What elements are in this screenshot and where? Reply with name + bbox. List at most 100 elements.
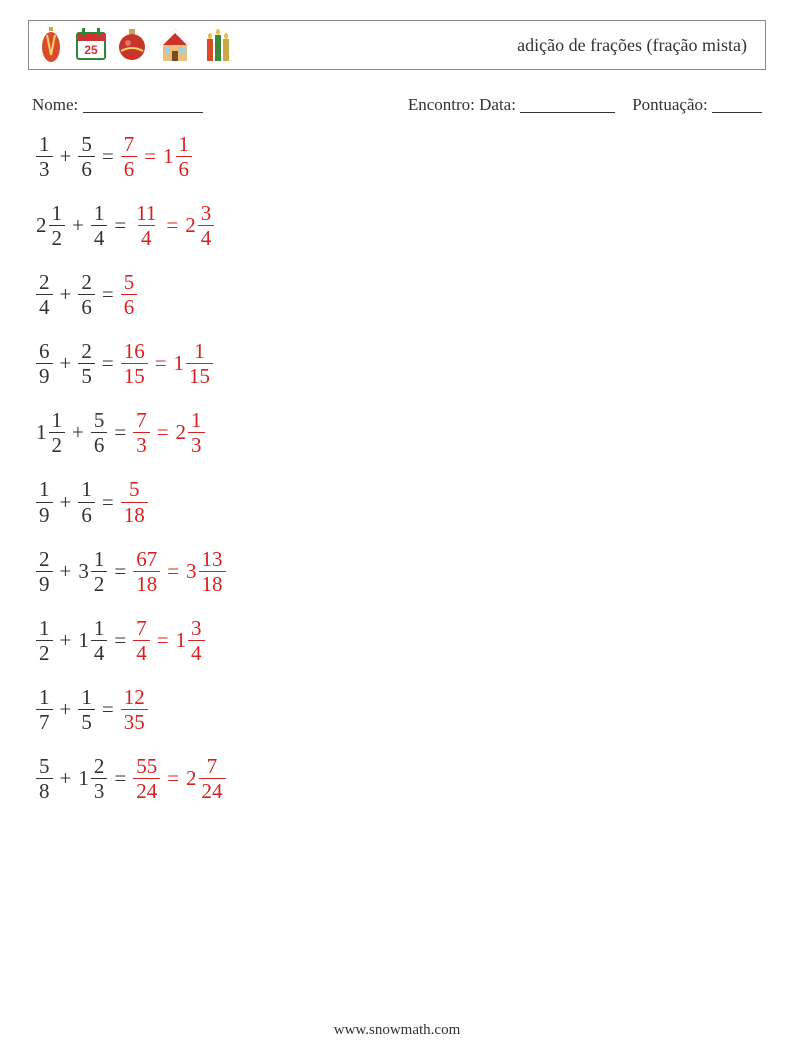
- answer-improper: 114: [133, 202, 159, 249]
- denominator: 2: [49, 225, 66, 249]
- whole-part: 1: [78, 766, 91, 791]
- fraction: 14: [91, 617, 108, 664]
- fraction: 518: [121, 478, 148, 525]
- numerator: 5: [126, 478, 143, 501]
- denominator: 35: [121, 709, 148, 733]
- numerator: 7: [121, 133, 138, 156]
- numerator: 7: [133, 617, 150, 640]
- answer-mixed: 234: [185, 202, 214, 249]
- denominator: 6: [91, 432, 108, 456]
- answer-mixed: 1115: [174, 340, 214, 387]
- equals-sign: =: [95, 351, 121, 376]
- numerator: 1: [176, 133, 193, 156]
- numerator: 11: [133, 202, 159, 225]
- equals-sign: =: [150, 628, 176, 653]
- fraction: 114: [133, 202, 159, 249]
- denominator: 18: [121, 502, 148, 526]
- fraction: 724: [199, 755, 226, 802]
- problem-row: 12+114=74=134: [36, 617, 766, 664]
- numerator: 1: [91, 202, 108, 225]
- numerator: 7: [133, 409, 150, 432]
- problem-row: 69+25=1615=1115: [36, 340, 766, 387]
- plus-sign: +: [53, 766, 79, 791]
- denominator: 18: [133, 571, 160, 595]
- numerator: 1: [78, 478, 95, 501]
- numerator: 2: [91, 755, 108, 778]
- denominator: 3: [36, 156, 53, 180]
- fraction: 34: [188, 617, 205, 664]
- numerator: 5: [36, 755, 53, 778]
- numerator: 6: [36, 340, 53, 363]
- fraction: 25: [78, 340, 95, 387]
- fraction: 73: [133, 409, 150, 456]
- denominator: 15: [186, 363, 213, 387]
- whole-part: 1: [163, 144, 176, 169]
- denominator: 2: [91, 571, 108, 595]
- denominator: 3: [188, 432, 205, 456]
- numerator: 12: [121, 686, 148, 709]
- denominator: 6: [121, 156, 138, 180]
- plus-sign: +: [65, 213, 91, 238]
- equals-sign: =: [160, 559, 186, 584]
- answer-improper: 5524: [133, 755, 160, 802]
- equals-sign: =: [150, 420, 176, 445]
- equals-sign: =: [107, 766, 133, 791]
- numerator: 16: [121, 340, 148, 363]
- answer-mixed: 116: [163, 133, 192, 180]
- numerator: 3: [198, 202, 215, 225]
- numerator: 1: [36, 478, 53, 501]
- fraction: 24: [36, 271, 53, 318]
- fraction: 12: [91, 548, 108, 595]
- score-blank[interactable]: [712, 95, 762, 113]
- numerator: 1: [78, 686, 95, 709]
- fraction: 1235: [121, 686, 148, 733]
- denominator: 9: [36, 502, 53, 526]
- answer-improper: 1235: [121, 686, 148, 733]
- fraction: 5524: [133, 755, 160, 802]
- problem-row: 58+123=5524=2724: [36, 755, 766, 802]
- denominator: 4: [133, 640, 150, 664]
- whole-part: 2: [36, 213, 49, 238]
- fraction: 13: [188, 409, 205, 456]
- denominator: 4: [91, 640, 108, 664]
- score-label: Pontuação:: [632, 95, 708, 114]
- denominator: 6: [78, 156, 95, 180]
- encounter-field: Encontro: Data: Pontuação:: [408, 92, 762, 115]
- answer-improper: 518: [121, 478, 148, 525]
- problem-row: 212+14=114=234: [36, 202, 766, 249]
- denominator: 6: [121, 294, 138, 318]
- numerator: 1: [36, 617, 53, 640]
- answer-improper: 6718: [133, 548, 160, 595]
- numerator: 1: [49, 409, 66, 432]
- name-blank[interactable]: [83, 95, 203, 113]
- fraction: 1318: [199, 548, 226, 595]
- numerator: 2: [36, 548, 53, 571]
- denominator: 4: [198, 225, 215, 249]
- denominator: 24: [199, 778, 226, 802]
- denominator: 24: [133, 778, 160, 802]
- fraction: 56: [121, 271, 138, 318]
- svg-text:25: 25: [84, 43, 98, 57]
- fraction: 19: [36, 478, 53, 525]
- numerator: 55: [133, 755, 160, 778]
- problem-row: 29+312=6718=31318: [36, 548, 766, 595]
- footer-url: www.snowmath.com: [0, 1022, 794, 1039]
- denominator: 8: [36, 778, 53, 802]
- equals-sign: =: [95, 697, 121, 722]
- denominator: 2: [49, 432, 66, 456]
- answer-mixed: 213: [176, 409, 205, 456]
- equals-sign: =: [95, 490, 121, 515]
- whole-part: 1: [36, 420, 49, 445]
- answer-improper: 74: [133, 617, 150, 664]
- numerator: 2: [78, 340, 95, 363]
- problem-row: 19+16=518: [36, 478, 766, 525]
- numerator: 13: [199, 548, 226, 571]
- problem-row: 112+56=73=213: [36, 409, 766, 456]
- answer-improper: 73: [133, 409, 150, 456]
- plus-sign: +: [53, 282, 79, 307]
- plus-sign: +: [53, 628, 79, 653]
- denominator: 6: [78, 294, 95, 318]
- equals-sign: =: [160, 766, 186, 791]
- whole-part: 3: [186, 559, 199, 584]
- date-blank[interactable]: [520, 95, 615, 113]
